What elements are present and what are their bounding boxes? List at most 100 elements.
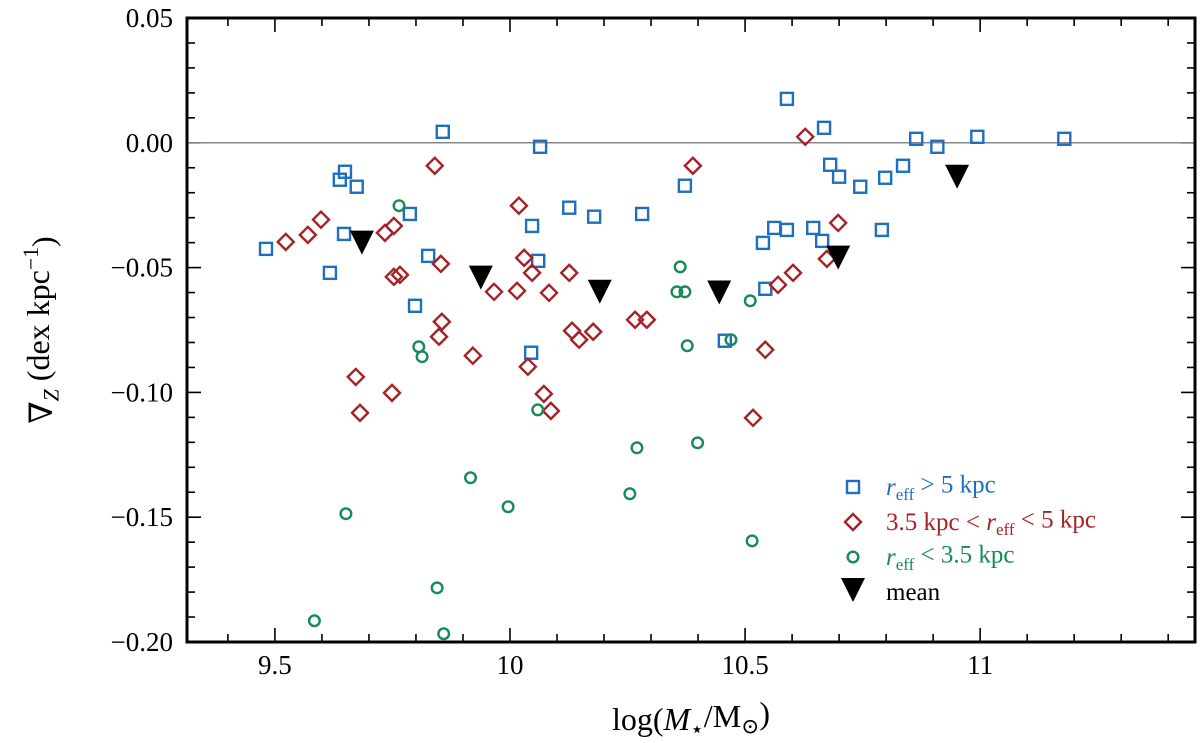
data-point-triangle-down <box>468 265 493 290</box>
data-point-square <box>755 235 771 251</box>
legend-marker-triangle-down <box>841 578 865 602</box>
data-point-diamond <box>432 312 452 332</box>
data-point-square <box>322 265 338 281</box>
y-axis-label-part: ∇ <box>23 401 59 423</box>
data-point-diamond <box>562 321 582 341</box>
data-point-diamond <box>522 263 542 283</box>
data-point-circle <box>464 471 478 485</box>
x-axis-label: log(M⋆​/M⊙​) <box>612 695 770 742</box>
legend-label-part: mean <box>886 579 941 606</box>
legend-label: mean <box>886 579 941 606</box>
data-point-triangle-down <box>587 279 612 304</box>
x-tick-label: 11 <box>967 650 993 680</box>
data-point-square <box>816 120 832 136</box>
data-point-diamond <box>625 310 645 330</box>
y-tick-label: −0.20 <box>111 627 173 657</box>
data-point-square <box>586 209 602 224</box>
data-point-circle <box>531 403 545 417</box>
data-point-circle <box>392 199 406 213</box>
data-point-diamond <box>425 156 445 176</box>
x-axis-label-part: ) <box>759 695 770 731</box>
data-point-circle <box>670 285 684 299</box>
data-point-diamond <box>795 127 815 147</box>
data-point-diamond <box>539 283 559 303</box>
data-point-square <box>407 298 423 313</box>
data-point-square <box>677 178 693 193</box>
data-point-diamond <box>637 310 657 330</box>
data-point-diamond <box>514 248 534 268</box>
data-point-diamond <box>507 281 527 301</box>
y-tick-label: 0.00 <box>126 128 173 158</box>
data-point-diamond <box>755 340 775 360</box>
data-point-diamond <box>518 356 538 377</box>
y-tick-label: −0.05 <box>111 253 173 283</box>
x-tick-label: 10 <box>496 650 523 680</box>
data-point-square <box>874 222 890 238</box>
data-point-square <box>717 333 733 348</box>
data-point-square <box>831 169 847 184</box>
legend-marker-square <box>845 479 861 495</box>
legend-label-part: r <box>886 544 896 571</box>
data-point-square <box>806 220 821 236</box>
data-points <box>258 91 1072 641</box>
data-point-triangle-down <box>349 230 374 255</box>
data-point-square <box>1057 131 1072 147</box>
data-point-circle <box>437 627 451 641</box>
y-tick-label: −0.15 <box>111 502 173 532</box>
data-point-square <box>930 139 945 154</box>
data-point-circle <box>743 294 757 308</box>
data-point-square <box>532 139 548 154</box>
data-point-diamond <box>311 209 331 230</box>
data-point-circle <box>501 500 515 514</box>
data-point-circle <box>680 339 694 353</box>
legend-label-part: 3.5 kpc < <box>886 509 986 536</box>
data-point-diamond <box>390 265 410 285</box>
y-axis-label: ∇Z​ (dex kpc−1​) <box>19 236 63 423</box>
data-point-diamond <box>569 330 589 350</box>
data-point-square <box>909 131 924 147</box>
data-point-circle <box>691 436 705 450</box>
data-point-square <box>562 200 577 215</box>
data-point-circle <box>339 507 353 521</box>
legend-label-part: r <box>986 509 996 536</box>
x-axis-label-part: log( <box>612 701 664 737</box>
data-point-square <box>402 206 418 222</box>
data-point-circle <box>724 333 738 347</box>
data-point-diamond <box>768 275 788 295</box>
y-axis-label-part: (dex kpc <box>20 270 56 389</box>
data-point-triangle-down <box>945 164 970 189</box>
data-point-triangle-down <box>826 245 851 270</box>
axis-ticks <box>187 17 1195 643</box>
series-square <box>258 91 1072 360</box>
data-point-square <box>767 220 782 236</box>
legend-label-part: < 5 kpc <box>1015 507 1096 534</box>
series-triangle-down <box>349 164 970 305</box>
data-point-square <box>634 206 650 222</box>
x-tick-label: 9.5 <box>258 650 292 680</box>
data-point-circle <box>630 441 644 455</box>
x-axis-label-part: M <box>663 701 693 737</box>
data-point-circle <box>415 350 429 364</box>
series-diamond <box>276 127 848 428</box>
data-point-diamond <box>541 401 561 421</box>
data-point-diamond <box>276 232 296 252</box>
data-point-circle <box>745 534 759 548</box>
data-point-square <box>258 241 274 257</box>
data-point-diamond <box>783 263 803 283</box>
data-point-diamond <box>350 403 370 423</box>
data-point-square <box>337 164 353 179</box>
data-point-diamond <box>346 367 366 387</box>
y-axis-label-part: −1 <box>19 247 43 270</box>
legend-label-part: > 5 kpc <box>914 472 995 499</box>
data-point-square <box>435 124 450 140</box>
data-point-diamond <box>484 282 504 302</box>
legend-label-part: < 3.5 kpc <box>914 542 1014 569</box>
data-point-square <box>814 233 830 249</box>
data-point-diamond <box>559 263 579 283</box>
x-axis-label-part: /M <box>704 698 741 734</box>
data-point-circle <box>430 581 444 595</box>
data-point-square <box>758 281 773 297</box>
legend-label-part: eff <box>996 520 1015 539</box>
data-point-square <box>336 226 352 242</box>
